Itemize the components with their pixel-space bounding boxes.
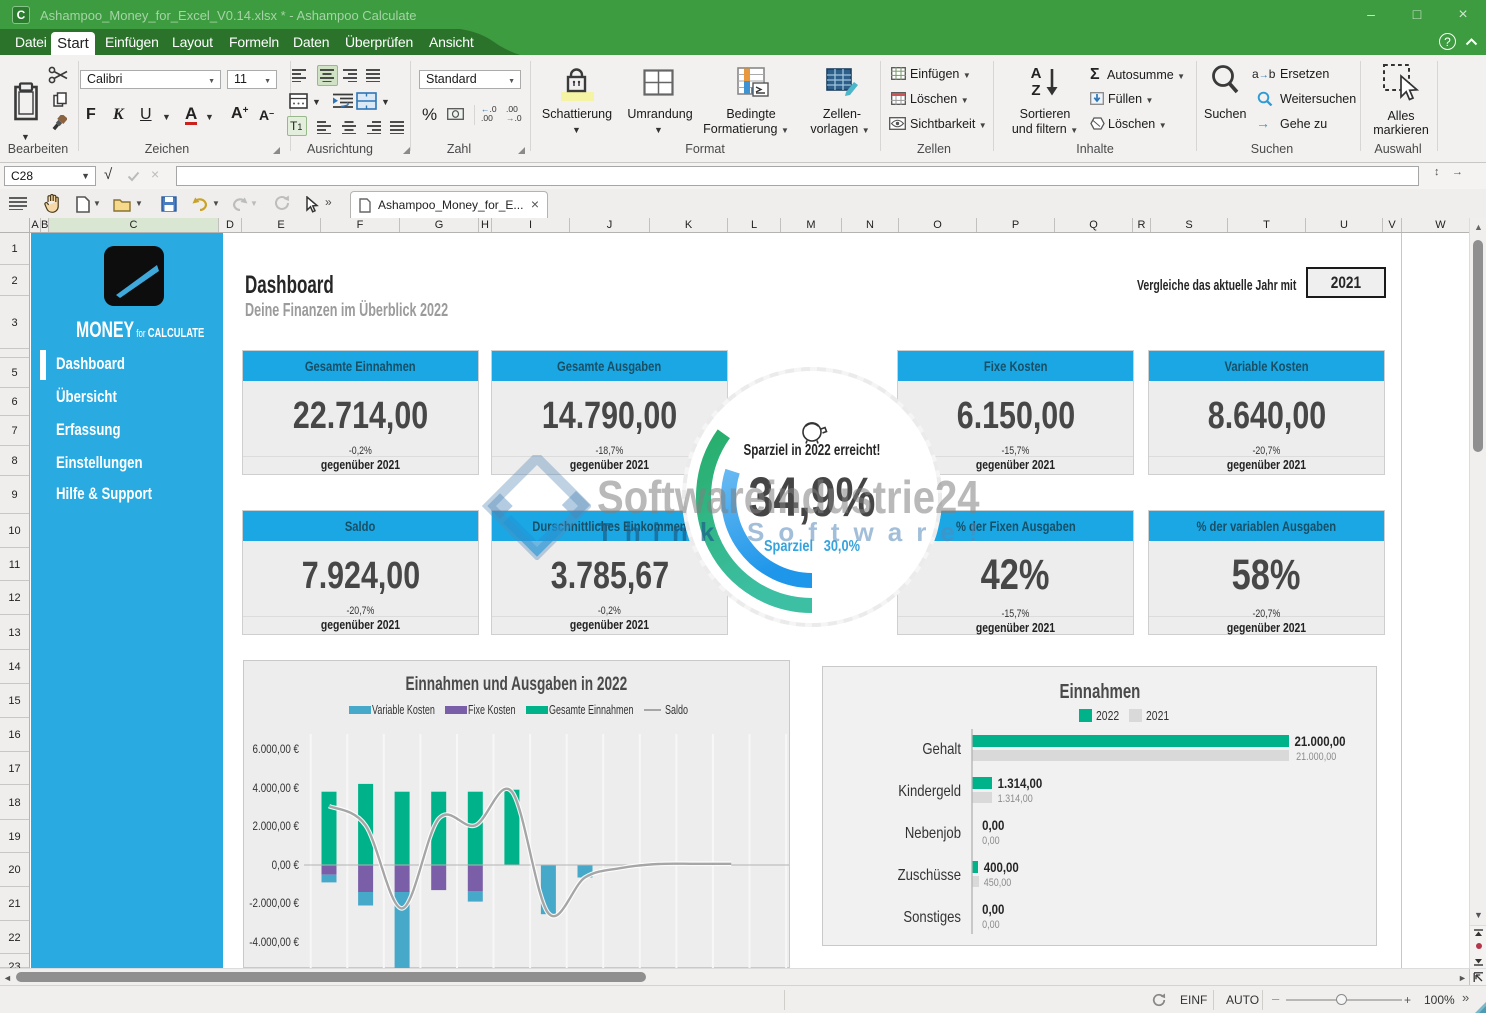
svg-text:6.000,00 €: 6.000,00 €: [252, 743, 299, 756]
svg-text:21.000,00: 21.000,00: [1295, 733, 1346, 749]
svg-text:-4.000,00 €: -4.000,00 €: [249, 936, 299, 949]
svg-text:Sonstiges: Sonstiges: [903, 909, 961, 926]
svg-text:-2.000,00 €: -2.000,00 €: [249, 897, 299, 910]
svg-text:1.314,00: 1.314,00: [998, 775, 1043, 791]
svg-text:0,00: 0,00: [982, 817, 1004, 833]
svg-text:1.314,00: 1.314,00: [998, 793, 1033, 805]
svg-text:21.000,00: 21.000,00: [1296, 751, 1336, 763]
svg-text:450,00: 450,00: [984, 877, 1012, 889]
svg-text:4.000,00 €: 4.000,00 €: [252, 782, 299, 795]
svg-text:Zuschüsse: Zuschüsse: [898, 867, 961, 884]
svg-text:0,00: 0,00: [982, 919, 1000, 931]
svg-text:Kindergeld: Kindergeld: [898, 783, 961, 800]
svg-text:Nebenjob: Nebenjob: [905, 825, 961, 842]
svg-text:Gehalt: Gehalt: [922, 741, 961, 758]
svg-text:34,9%: 34,9%: [748, 465, 875, 528]
svg-text:Sparziel 30,0%: Sparziel 30,0%: [764, 538, 860, 556]
svg-text:0,00: 0,00: [982, 835, 1000, 847]
svg-text:2.000,00 €: 2.000,00 €: [252, 820, 299, 833]
svg-text:0,00 €: 0,00 €: [272, 859, 299, 872]
svg-text:Sparziel in 2022 erreicht!: Sparziel in 2022 erreicht!: [744, 441, 881, 458]
svg-text:0,00: 0,00: [982, 901, 1004, 917]
svg-text:400,00: 400,00: [984, 859, 1019, 875]
